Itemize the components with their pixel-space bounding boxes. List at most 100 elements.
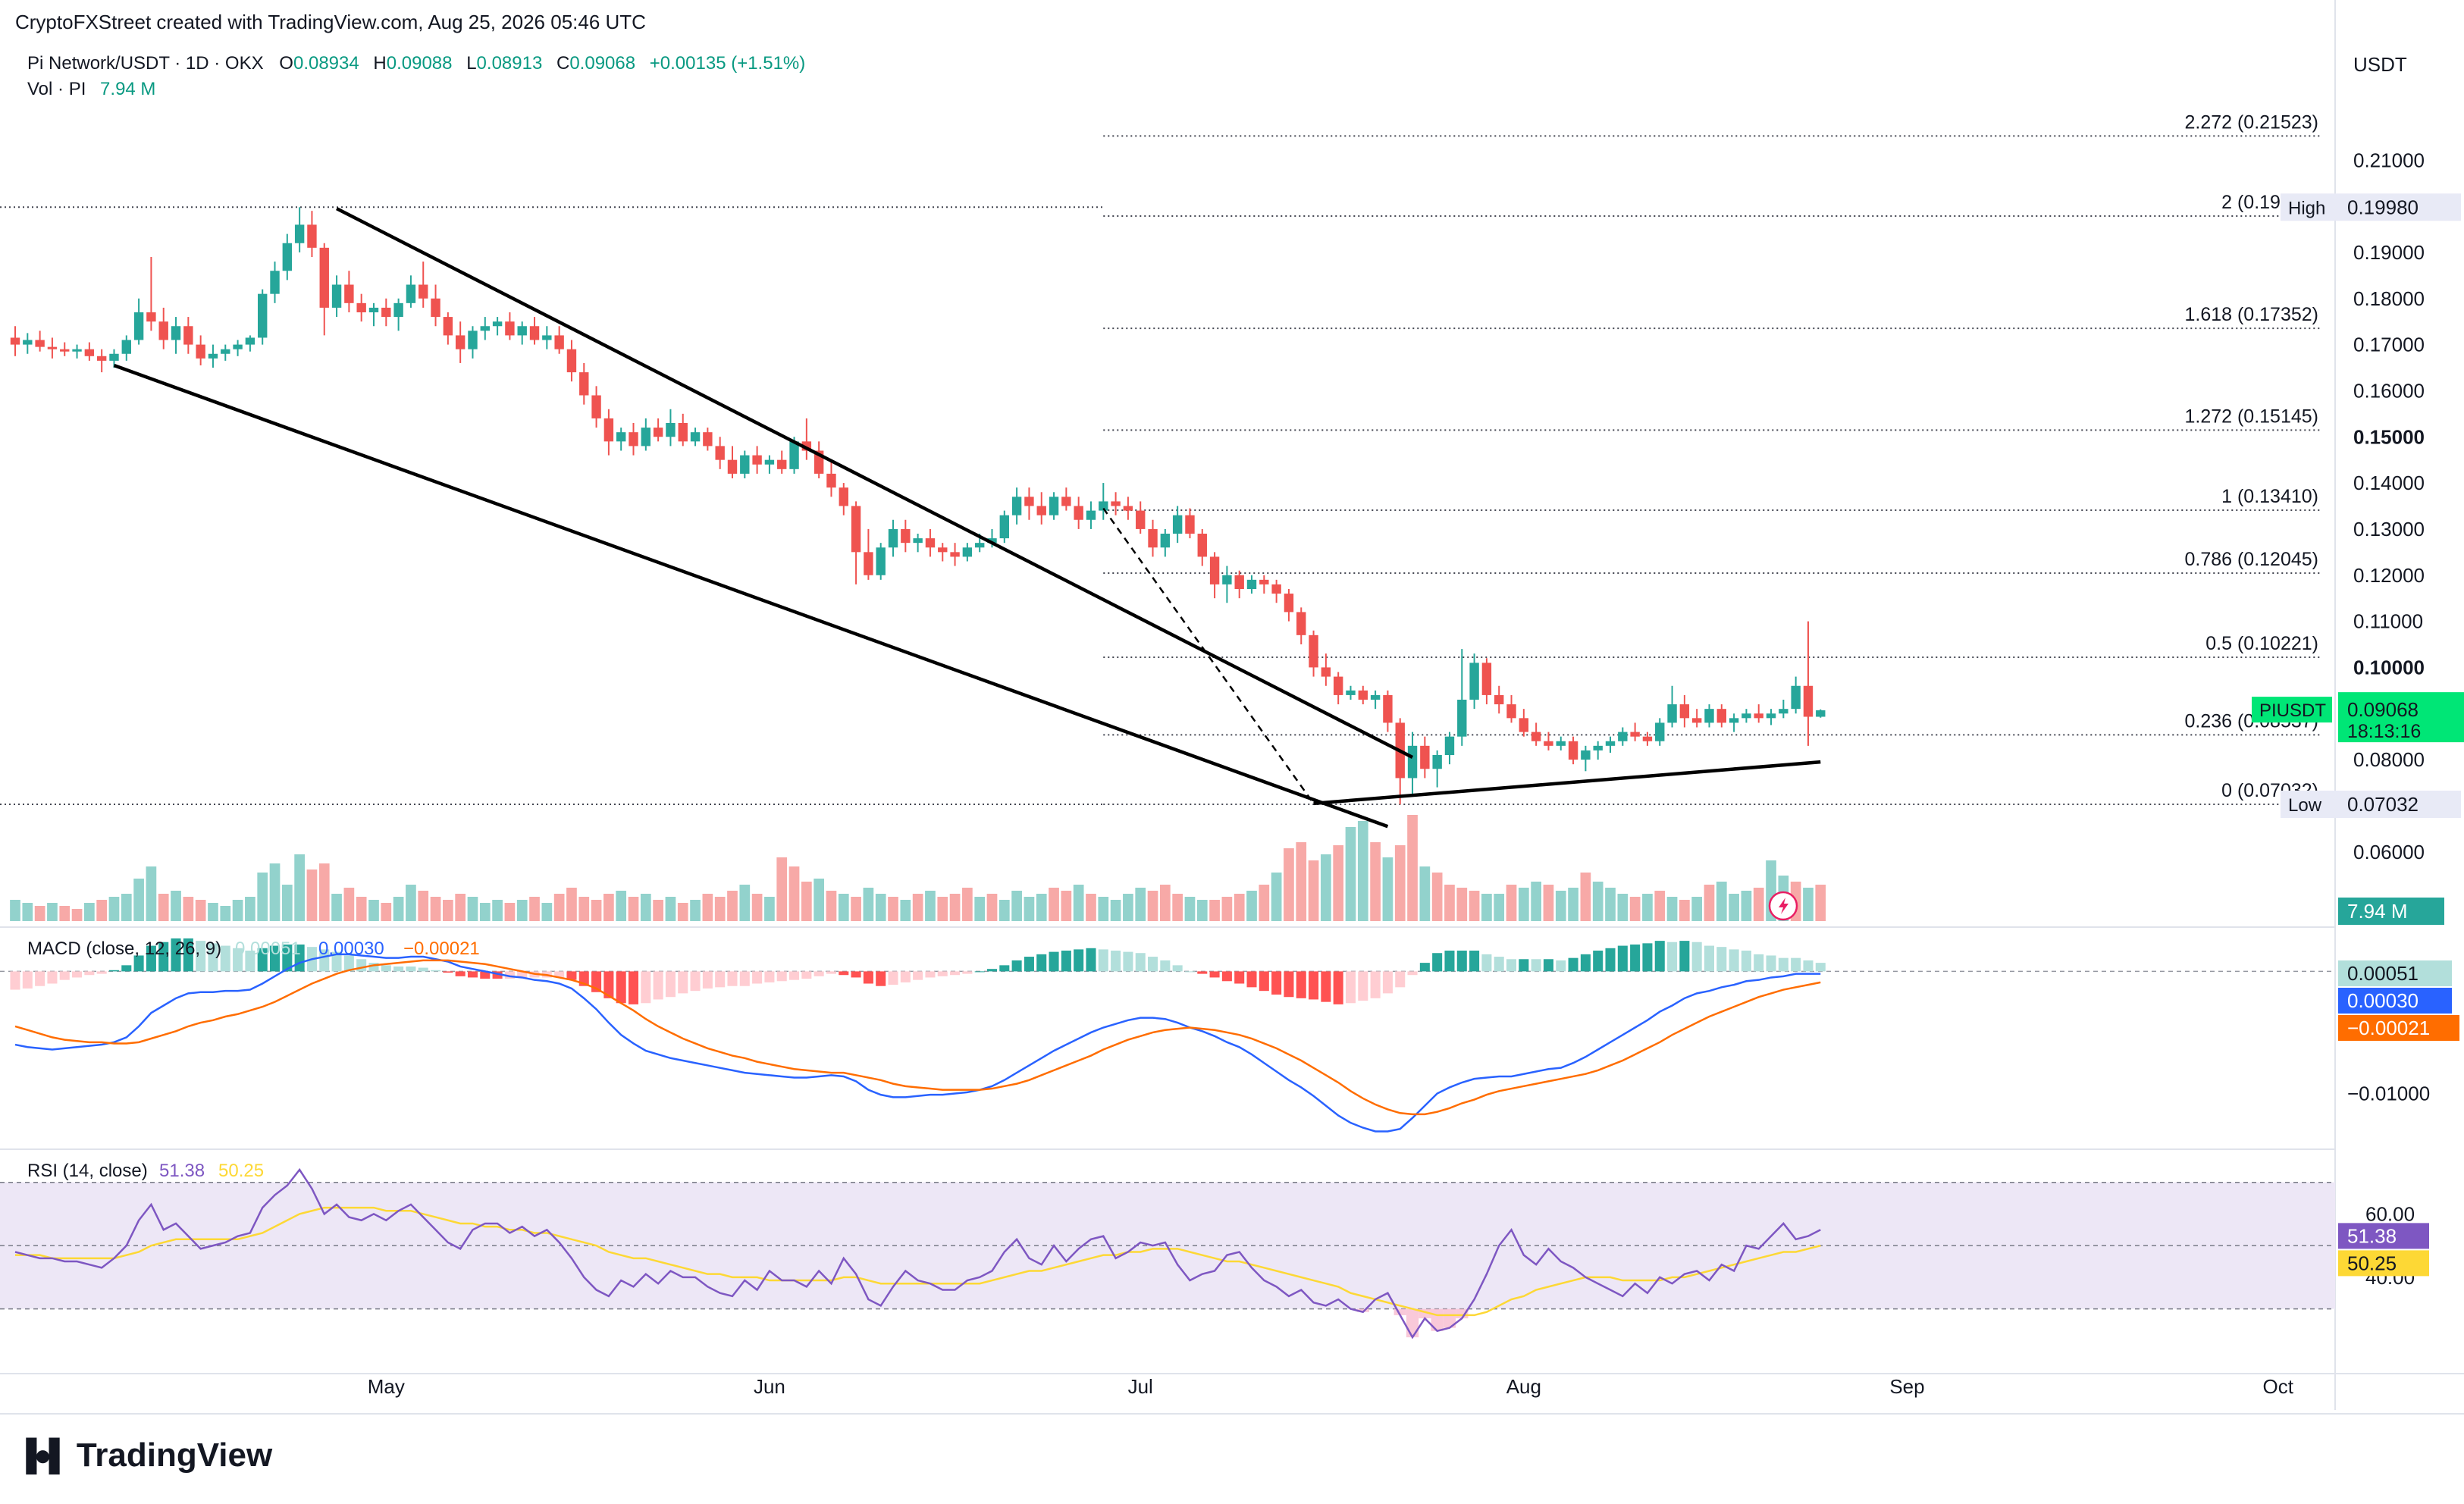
macd-histogram-bar — [962, 971, 973, 974]
macd-histogram-bar — [368, 963, 379, 972]
macd-histogram-bar — [1556, 960, 1566, 972]
candle-body — [1544, 741, 1553, 746]
macd-legend-hist: 0.00051 — [235, 938, 301, 959]
volume-bar — [1357, 821, 1368, 921]
candle-body — [1383, 694, 1393, 723]
trendline-support-line[interactable] — [1313, 760, 1821, 806]
macd-histogram-bar — [455, 971, 466, 976]
macd-histogram-bar — [678, 971, 688, 994]
trendline-channel-upper[interactable] — [336, 207, 1414, 760]
candle-body — [419, 284, 428, 299]
candle-body — [1246, 579, 1257, 589]
extreme-marker-box — [2281, 193, 2461, 221]
volume-bar — [1345, 827, 1356, 921]
candle-body — [616, 432, 626, 442]
candle-body — [431, 298, 440, 318]
volume-bar — [998, 900, 1010, 921]
macd-histogram-bar — [1246, 971, 1257, 988]
volume-bar — [603, 894, 614, 921]
macd-hist-tag: 0.00051 — [2347, 962, 2419, 985]
volume-bar — [418, 891, 429, 921]
candle-body — [1457, 700, 1467, 737]
symbol-legend[interactable]: Pi Network/USDT · 1D · OKX O0.08934 H0.0… — [27, 53, 805, 74]
candle-body — [356, 302, 366, 312]
macd-histogram-bar — [1667, 942, 1678, 972]
macd-histogram-bar — [108, 970, 120, 972]
macd-histogram-bar — [319, 949, 330, 972]
volume-bar — [195, 900, 206, 921]
volume-bar — [937, 897, 948, 921]
volume-bar — [925, 891, 936, 921]
macd-histogram-bar — [1321, 971, 1331, 1002]
price-tag-value: 0.09068 — [2347, 698, 2419, 721]
candle-body — [183, 326, 193, 345]
volume-bar — [974, 897, 986, 921]
volume-bar — [318, 863, 330, 921]
trendline-dashed-drop[interactable] — [1102, 507, 1315, 804]
candle-body — [1481, 663, 1492, 695]
brand-text: TradingView — [76, 1437, 273, 1474]
candle-body — [23, 340, 33, 345]
macd-histogram-bar — [431, 970, 441, 972]
volume-bar — [96, 900, 108, 921]
macd-hist-tag-box — [2338, 960, 2452, 986]
volume-bar — [1234, 894, 1245, 921]
rsi-tag-box — [2338, 1223, 2429, 1249]
volume-bar — [257, 873, 268, 921]
macd-histogram-bar — [1432, 953, 1443, 972]
volume-bar — [653, 900, 663, 921]
tradingview-brand[interactable]: ▐●▌ TradingView — [15, 1437, 272, 1474]
volume-bar — [443, 900, 453, 921]
trendline-channel-lower[interactable] — [113, 363, 1389, 829]
candle-body — [1679, 704, 1690, 719]
volume-bar — [121, 894, 132, 921]
volume-bar — [1209, 900, 1220, 921]
volume-bar — [146, 866, 157, 921]
macd-histogram-bar — [1803, 960, 1814, 972]
candle-body — [294, 224, 305, 243]
candle-body — [1716, 709, 1726, 723]
price-axis[interactable]: 0.06000 0.08000 0.10000 0.11000 0.12000 0.130… — [2347, 149, 2430, 1289]
candle-body — [1346, 690, 1356, 695]
trendlines[interactable] — [113, 207, 1821, 829]
volume-bar — [566, 888, 577, 921]
candle-body — [1630, 732, 1640, 737]
candle-body — [1309, 634, 1318, 668]
candle-body — [443, 317, 453, 336]
volume-legend[interactable]: Vol · PI 7.94 M — [27, 79, 155, 100]
candle-body — [35, 340, 45, 347]
ohlc-low: L0.08913 — [466, 53, 543, 74]
volume-bar — [1654, 891, 1666, 921]
volume-bar — [1518, 888, 1529, 921]
rsi-oversold-fill — [1393, 1308, 1406, 1315]
volume-bar — [1605, 888, 1616, 921]
macd-histogram-bar — [1197, 971, 1208, 974]
fib-level-label: 0.786 (0.12045) — [2184, 549, 2318, 570]
candle-body — [715, 446, 725, 460]
extreme-marker-label: Low — [2288, 795, 2322, 816]
macd-line-tag: 0.00030 — [2347, 989, 2419, 1012]
volume-bar — [1098, 897, 1109, 921]
candle-body — [1494, 694, 1504, 705]
volume-bar — [541, 903, 553, 921]
macd-histogram-bar — [1456, 951, 1467, 972]
candle-body — [1160, 534, 1171, 548]
currency-label[interactable]: USDT — [2353, 53, 2407, 76]
volume-bar — [492, 900, 503, 921]
candle-body — [72, 349, 82, 352]
rsi-tag: 51.38 — [2347, 1224, 2397, 1247]
price-tick-label: 0.21000 — [2353, 149, 2425, 171]
lightning-icon[interactable] — [1768, 891, 1798, 921]
macd-histogram-bar — [480, 971, 491, 979]
volume-bar — [331, 894, 342, 921]
rsi-legend-value: 51.38 — [159, 1161, 205, 1181]
macd-histogram-bar — [1630, 944, 1641, 972]
candle-body — [1531, 732, 1541, 741]
macd-histogram-bar — [1345, 971, 1356, 1004]
time-axis[interactable]: May Jun Jul Aug Sep Oct — [368, 1375, 2294, 1398]
candle-body — [925, 538, 936, 548]
rsi-ma-tag-box — [2338, 1250, 2429, 1277]
volume-bar — [1481, 894, 1492, 921]
candle-body — [678, 423, 688, 442]
